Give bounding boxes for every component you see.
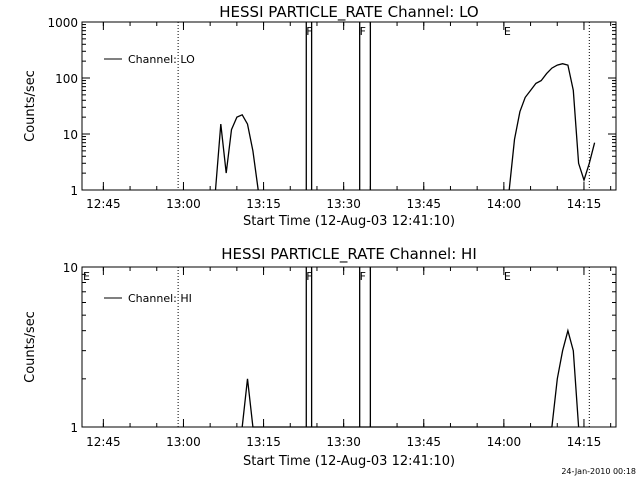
y-tick-label: 10	[63, 128, 78, 142]
chart-title: HESSI PARTICLE_RATE Channel: HI	[221, 245, 477, 264]
x-tick-label: 13:30	[326, 435, 361, 449]
x-tick-label: 13:45	[406, 197, 441, 211]
x-tick-label: 14:00	[487, 435, 522, 449]
y-tick-label: 1	[70, 421, 78, 435]
y-tick-label: 10	[63, 261, 78, 275]
flag-marker: F	[360, 25, 366, 38]
series-line	[241, 328, 580, 428]
flag-marker: F	[360, 270, 366, 283]
x-axis-label: Start Time (12-Aug-03 12:41:10)	[243, 214, 455, 229]
chart-title: HESSI PARTICLE_RATE Channel: LO	[219, 3, 478, 22]
y-tick-label: 1000	[47, 16, 78, 30]
panel-lo: HESSI PARTICLE_RATE Channel: LO 12:45 13:0…	[23, 3, 617, 229]
x-tick-label: 12:45	[86, 435, 121, 449]
x-tick-label: 13:15	[246, 197, 281, 211]
x-tick-label: 13:30	[326, 197, 361, 211]
plot-frame	[81, 266, 617, 428]
x-tick-label: 13:45	[406, 435, 441, 449]
x-tick-label: 14:15	[567, 435, 602, 449]
y-axis-label: Counts/sec	[23, 70, 38, 142]
timestamp-stamp: 24-Jan-2010 00:18	[561, 467, 636, 476]
x-axis-label: Start Time (12-Aug-03 12:41:10)	[243, 454, 455, 469]
legend-label: Channel: HI	[128, 292, 192, 305]
series-line	[214, 113, 259, 191]
legend-label: Channel: LO	[128, 53, 195, 66]
y-tick-label: 100	[55, 72, 78, 86]
series-line	[508, 63, 596, 191]
x-tick-label: 14:00	[487, 197, 522, 211]
x-tick-label: 12:45	[86, 197, 121, 211]
x-tick-label: 13:00	[166, 197, 201, 211]
flag-marker: E	[504, 270, 511, 283]
y-tick-label: 1	[70, 184, 78, 198]
flag-marker: F	[306, 270, 312, 283]
panel-hi: HESSI PARTICLE_RATE Channel: HI 12:45 13:0…	[23, 245, 617, 469]
y-axis-label: Counts/sec	[23, 311, 38, 383]
x-tick-label: 13:15	[246, 435, 281, 449]
flag-marker: F	[306, 25, 312, 38]
x-tick-label: 13:00	[166, 435, 201, 449]
flag-marker: E	[83, 270, 90, 283]
flag-marker: E	[504, 25, 511, 38]
x-tick-label: 14:15	[567, 197, 602, 211]
plot-frame	[81, 21, 617, 191]
